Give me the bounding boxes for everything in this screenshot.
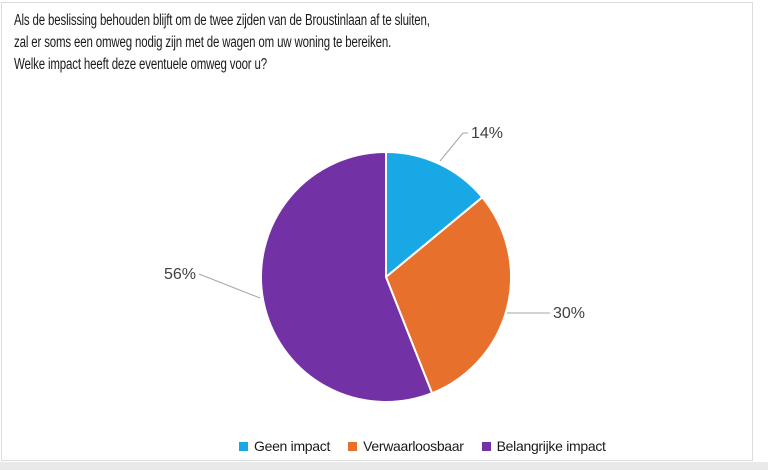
data-label-1: 30% (553, 305, 585, 322)
legend-item-2: Belangrijke impact (481, 438, 606, 454)
legend-label: Geen impact (254, 438, 331, 454)
chart-title-line-3: Welke impact heeft deze eventuele omweg … (14, 56, 267, 73)
data-label-0: 14% (471, 125, 503, 142)
label-leader-line-2 (198, 273, 261, 299)
pie-slice-1 (384, 195, 512, 395)
chart-title-line-2: zal er soms een omweg nodig zijn met de … (14, 34, 392, 51)
data-label-2: 56% (164, 266, 196, 283)
legend-label: Belangrijke impact (496, 438, 606, 454)
chart-frame: Als de beslissing behouden blijft om de … (1, 2, 753, 461)
legend-swatch-icon (239, 441, 248, 451)
legend-swatch-icon (348, 441, 358, 451)
pie-slice-0 (385, 150, 484, 280)
legend-item-1: Verwaarloosbaar (348, 438, 464, 454)
pie-chart: 14% 30% 56% (164, 125, 585, 403)
pie-slice-2 (260, 150, 434, 403)
label-leader-line-0 (439, 132, 468, 162)
chart-title-line-1: Als de beslissing behouden blijft om de … (14, 12, 430, 29)
legend-swatch-icon (481, 441, 491, 451)
chart-title: Als de beslissing behouden blijft om de … (14, 10, 576, 76)
bottom-strip (0, 462, 768, 470)
chart-legend: Geen impact Verwaarloosbaar Belangrijke im… (239, 438, 606, 454)
legend-label: Verwaarloosbaar (363, 438, 464, 454)
legend-item-0: Geen impact (239, 438, 330, 454)
